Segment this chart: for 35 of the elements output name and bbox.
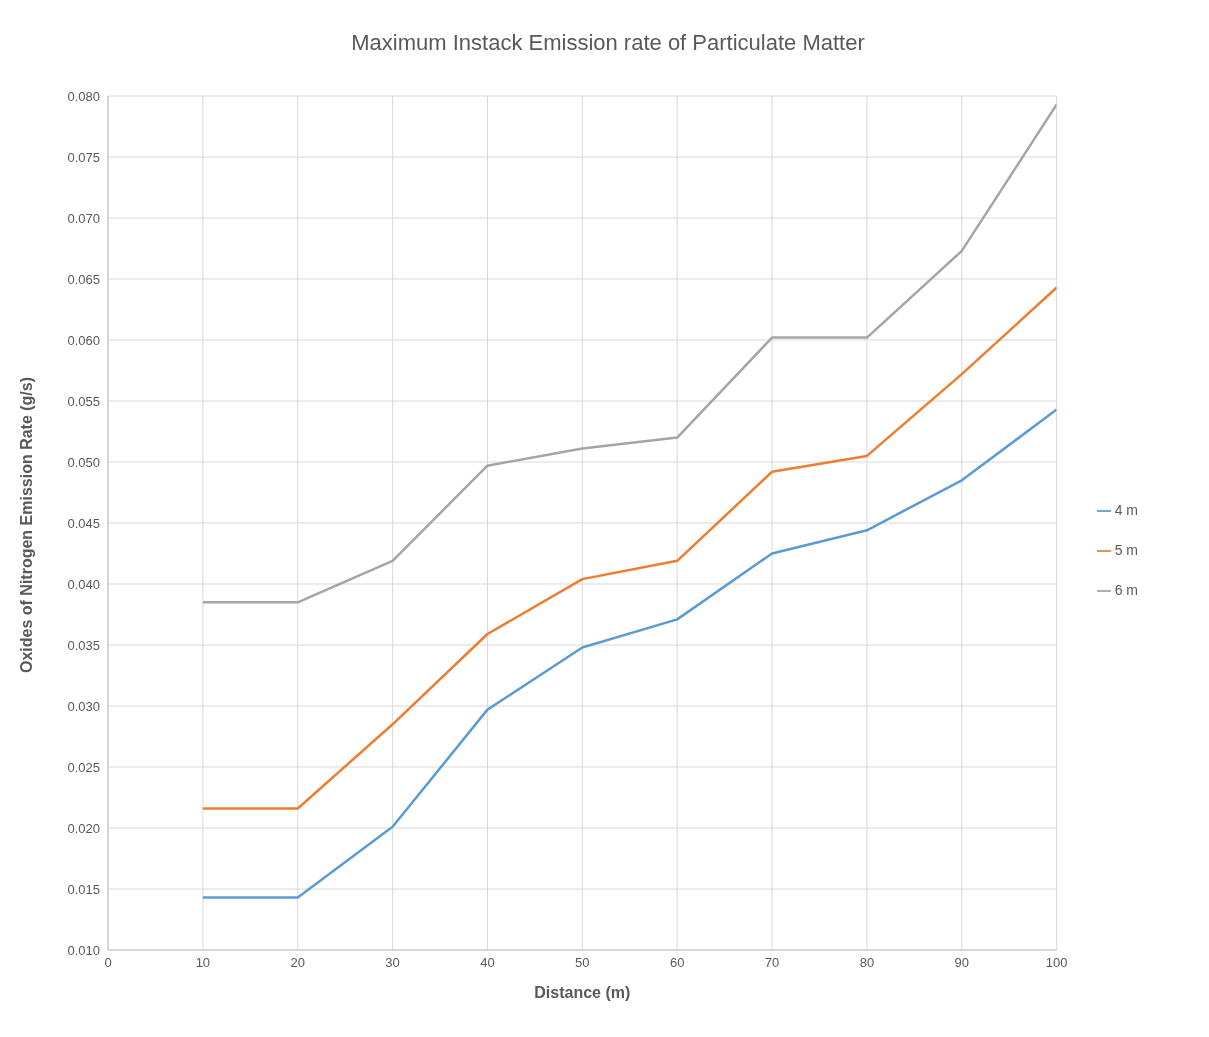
x-tick-label: 40 <box>480 955 495 971</box>
y-tick-label: 0.065 <box>67 271 100 287</box>
y-tick-label: 0.045 <box>67 515 100 531</box>
y-tick-label: 0.055 <box>67 393 100 409</box>
y-tick-label: 0.015 <box>67 881 100 897</box>
line-series <box>201 286 1057 810</box>
x-tick-label: 100 <box>1045 955 1068 971</box>
y-tick-label: 0.070 <box>67 210 100 226</box>
y-tick-label: 0.060 <box>67 332 100 348</box>
x-tick-label: 50 <box>575 955 590 971</box>
y-tick-label: 0.050 <box>67 454 100 470</box>
legend-label: 4 m <box>1114 502 1138 518</box>
x-tick-label: 70 <box>764 955 780 971</box>
line-series <box>201 103 1057 604</box>
y-tick-label: 0.080 <box>67 88 100 104</box>
x-tick-label: 60 <box>669 955 685 971</box>
x-tick-label: 20 <box>290 955 305 971</box>
y-tick-label: 0.035 <box>67 637 100 653</box>
line-series <box>201 408 1057 899</box>
y-axis-title: Oxides of Nitrogen Emission Rate (g/s) <box>17 376 35 673</box>
y-tick-label: 0.030 <box>67 698 100 714</box>
x-tick-label: 80 <box>859 955 875 971</box>
x-tick-label: 10 <box>195 955 211 971</box>
x-tick-label: 30 <box>385 955 400 971</box>
y-tick-label: 0.040 <box>67 576 100 592</box>
y-tick-label: 0.020 <box>67 820 100 836</box>
legend-label: 5 m <box>1114 542 1138 558</box>
x-tick-label: 90 <box>954 955 970 971</box>
x-axis-title: Distance (m) <box>534 984 631 1001</box>
x-tick-label: 0 <box>104 955 112 971</box>
y-tick-label: 0.075 <box>67 149 100 165</box>
y-tick-label: 0.010 <box>67 942 100 958</box>
legend-label: 6 m <box>1114 582 1138 598</box>
y-tick-label: 0.025 <box>67 759 100 775</box>
chart-title: Maximum Instack Emission rate of Particulate Matter <box>350 29 866 57</box>
